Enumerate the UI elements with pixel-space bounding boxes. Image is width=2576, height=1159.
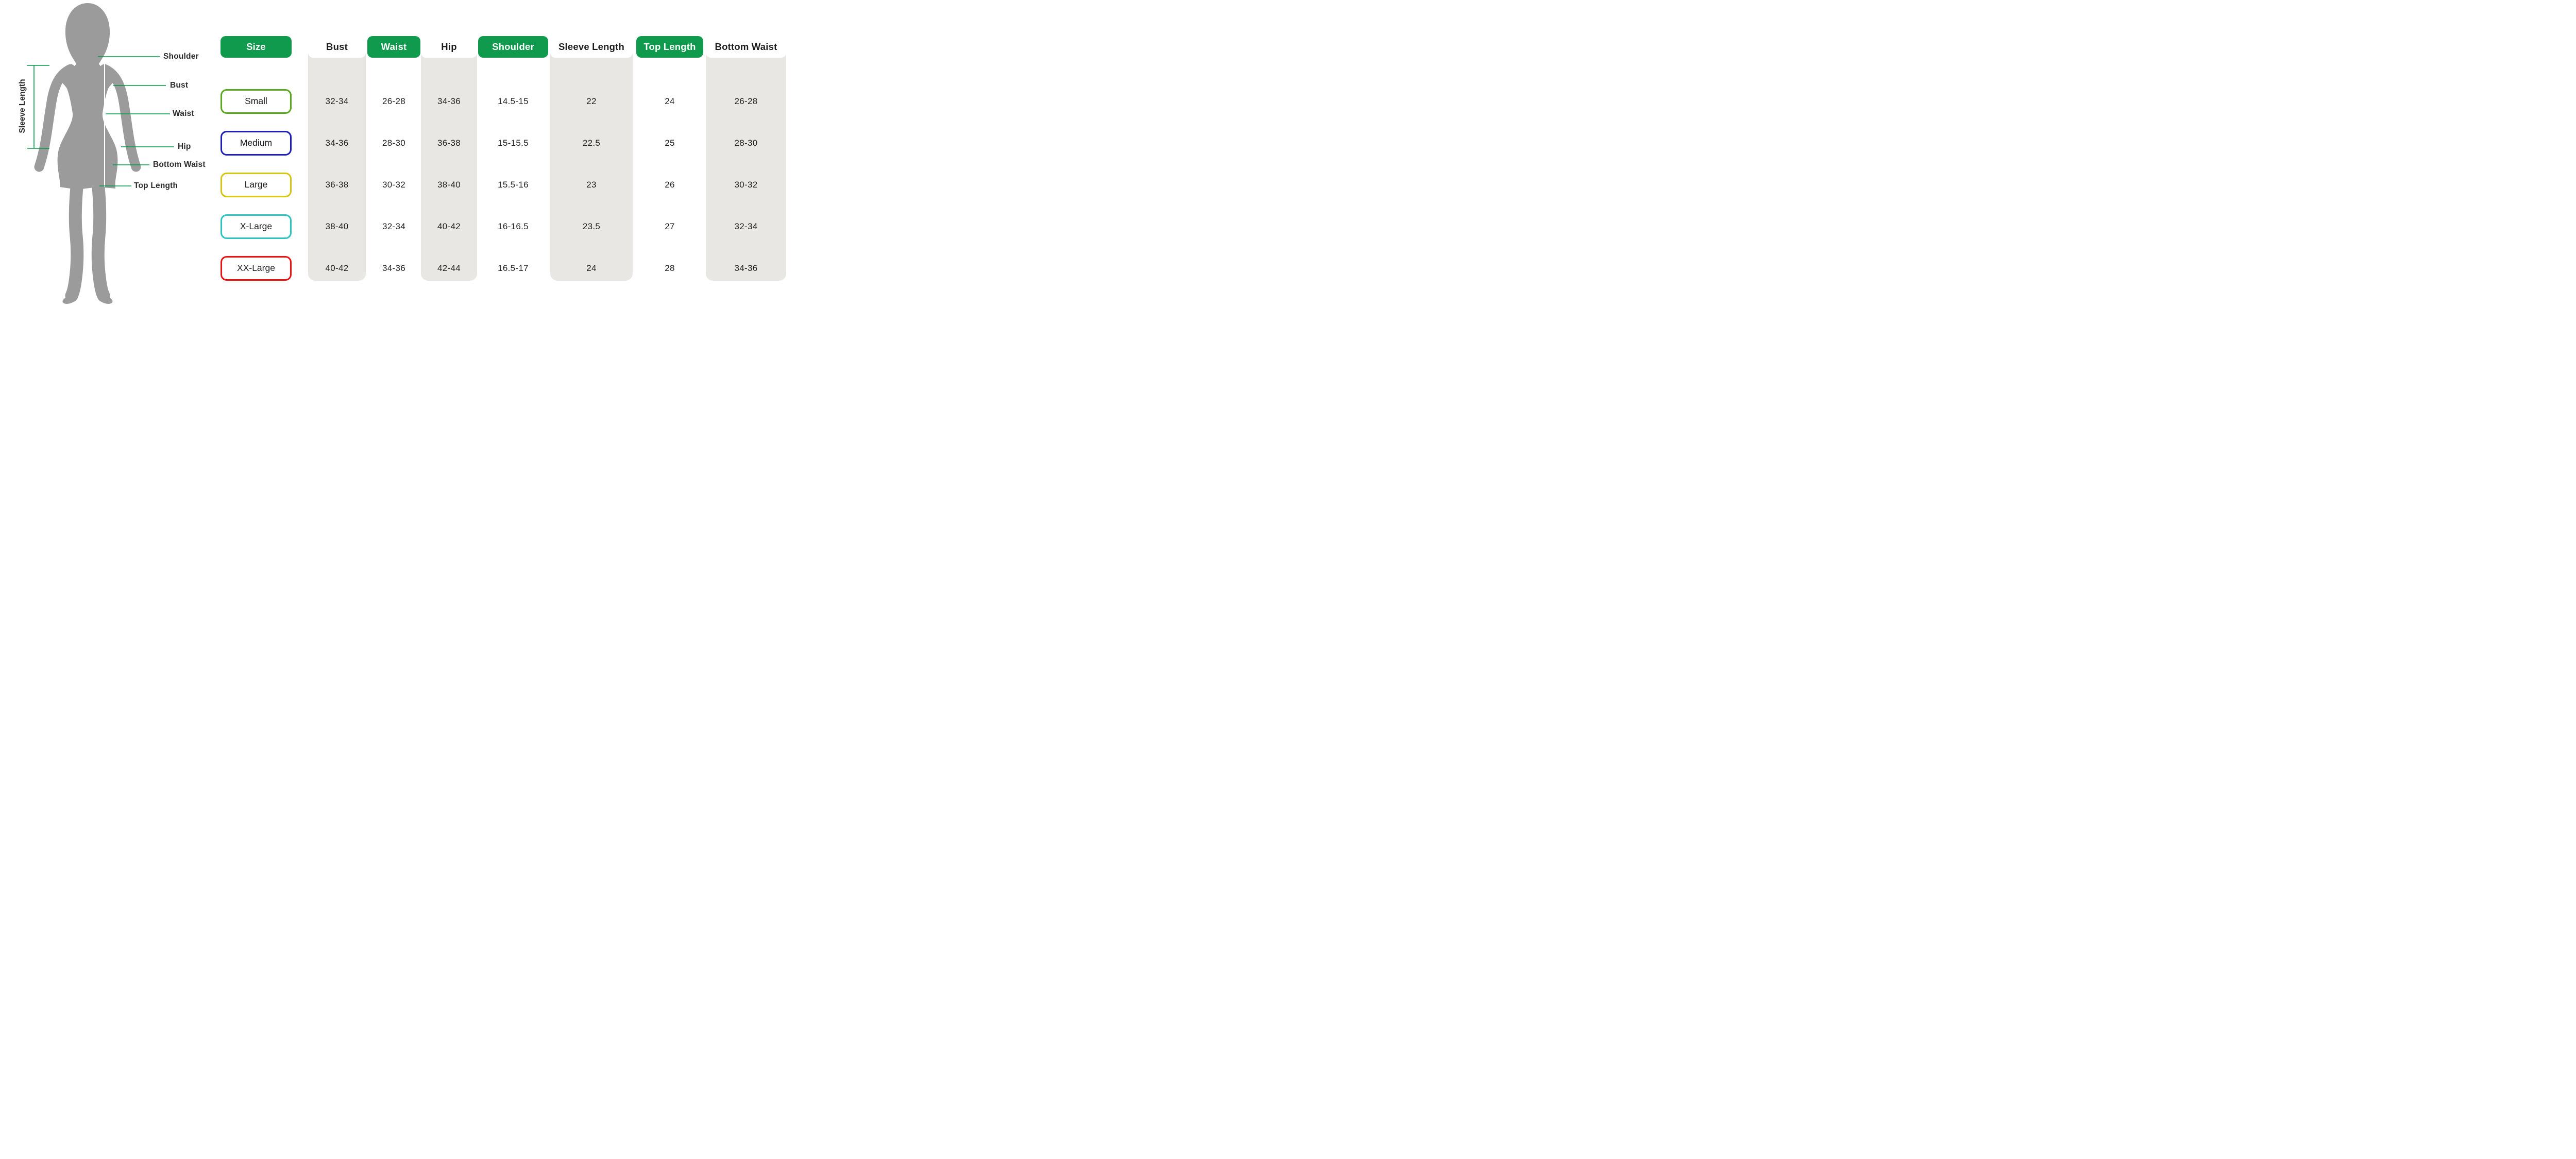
bottom-waist-label: Bottom Waist bbox=[153, 160, 206, 169]
bust-label: Bust bbox=[170, 81, 189, 90]
column-band-bottom-waist bbox=[706, 52, 786, 281]
size-chart-table: Size Bust Waist Hip Shoulder Sleeve Leng… bbox=[221, 36, 786, 289]
cell-hip-large: 38-40 bbox=[437, 179, 461, 190]
female-figure-graphic bbox=[27, 3, 174, 304]
right-foot-shape bbox=[98, 296, 113, 304]
size-button-xx-large[interactable]: XX-Large bbox=[221, 255, 292, 281]
cell-shoulder-small: 14.5-15 bbox=[498, 96, 529, 106]
waist-label: Waist bbox=[173, 109, 194, 118]
column-header-size: Size bbox=[221, 36, 292, 58]
body-measurement-diagram: Shoulder Bust Waist Hip Bottom Waist Top… bbox=[0, 0, 219, 306]
column-band-sleeve-length bbox=[550, 52, 633, 281]
size-button-large[interactable]: Large bbox=[221, 172, 292, 197]
right-arm-shape bbox=[99, 64, 141, 172]
cell-bust-small: 32-34 bbox=[325, 96, 349, 106]
cell-hip-medium: 36-38 bbox=[437, 138, 461, 148]
measurement-lines bbox=[27, 56, 174, 186]
cell-waist-small: 26-28 bbox=[382, 96, 405, 106]
cell-sleeve-length-xx-large: 24 bbox=[586, 263, 597, 273]
head-shape bbox=[65, 3, 110, 69]
cell-shoulder-xx-large: 16.5-17 bbox=[498, 263, 529, 273]
column-header-shoulder: Shoulder bbox=[478, 36, 548, 58]
left-foot-shape bbox=[62, 296, 77, 304]
cell-waist-xx-large: 34-36 bbox=[382, 263, 405, 273]
sleeve-length-bracket bbox=[27, 65, 49, 149]
cell-top-length-xx-large: 28 bbox=[665, 263, 675, 273]
cell-sleeve-length-medium: 22.5 bbox=[582, 138, 601, 148]
left-arm-shape bbox=[34, 64, 76, 172]
column-header-sleeve-length: Sleeve Length bbox=[550, 36, 633, 58]
cell-hip-small: 34-36 bbox=[437, 96, 461, 106]
cell-bottom-waist-medium: 28-30 bbox=[734, 138, 758, 148]
cell-sleeve-length-large: 23 bbox=[586, 179, 597, 190]
cell-sleeve-length-small: 22 bbox=[586, 96, 597, 106]
cell-sleeve-length-x-large: 23.5 bbox=[582, 221, 601, 231]
cell-bottom-waist-small: 26-28 bbox=[734, 96, 758, 106]
cell-shoulder-x-large: 16-16.5 bbox=[498, 221, 529, 231]
cell-waist-large: 30-32 bbox=[382, 179, 405, 190]
cell-hip-xx-large: 42-44 bbox=[437, 263, 461, 273]
size-button-x-large[interactable]: X-Large bbox=[221, 214, 292, 239]
column-header-hip: Hip bbox=[421, 36, 477, 58]
cell-bottom-waist-xx-large: 34-36 bbox=[734, 263, 758, 273]
cell-shoulder-medium: 15-15.5 bbox=[498, 138, 529, 148]
sleeve-length-label: Sleeve Length bbox=[18, 79, 27, 133]
cell-waist-medium: 28-30 bbox=[382, 138, 405, 148]
size-button-small[interactable]: Small bbox=[221, 89, 292, 114]
cell-bust-medium: 34-36 bbox=[325, 138, 349, 148]
column-header-bottom-waist: Bottom Waist bbox=[706, 36, 786, 58]
cell-bust-x-large: 38-40 bbox=[325, 221, 349, 231]
cell-bust-large: 36-38 bbox=[325, 179, 349, 190]
cell-top-length-medium: 25 bbox=[665, 138, 675, 148]
left-leg-shape bbox=[65, 181, 84, 302]
size-chart-infographic: Shoulder Bust Waist Hip Bottom Waist Top… bbox=[0, 0, 808, 306]
female-figure-silhouette bbox=[34, 3, 141, 304]
torso-shape bbox=[57, 57, 118, 190]
shoulder-label: Shoulder bbox=[163, 52, 199, 61]
cell-top-length-large: 26 bbox=[665, 179, 675, 190]
cell-shoulder-large: 15.5-16 bbox=[498, 179, 529, 190]
column-band-hip bbox=[421, 52, 477, 281]
cell-bottom-waist-x-large: 32-34 bbox=[734, 221, 758, 231]
cell-waist-x-large: 32-34 bbox=[382, 221, 405, 231]
column-header-waist: Waist bbox=[367, 36, 420, 58]
column-band-bust bbox=[308, 52, 366, 281]
top-length-label: Top Length bbox=[134, 181, 178, 190]
column-header-top-length: Top Length bbox=[636, 36, 703, 58]
cell-top-length-x-large: 27 bbox=[665, 221, 675, 231]
cell-hip-x-large: 40-42 bbox=[437, 221, 461, 231]
hip-label: Hip bbox=[178, 142, 191, 151]
cell-bust-xx-large: 40-42 bbox=[325, 263, 349, 273]
column-header-bust: Bust bbox=[308, 36, 366, 58]
cell-top-length-small: 24 bbox=[665, 96, 675, 106]
cell-bottom-waist-large: 30-32 bbox=[734, 179, 758, 190]
size-button-medium[interactable]: Medium bbox=[221, 130, 292, 156]
right-leg-shape bbox=[91, 181, 110, 302]
